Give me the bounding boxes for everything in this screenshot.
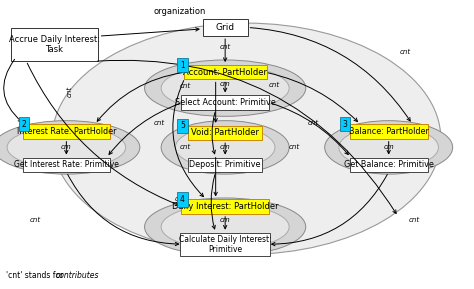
Text: cnt: cnt	[153, 121, 164, 126]
Text: cnt: cnt	[67, 86, 73, 97]
Text: cnt: cnt	[30, 217, 41, 223]
Text: Calculate Daily Interest:
Primitive: Calculate Daily Interest: Primitive	[179, 234, 272, 254]
Text: Accrue Daily Interest:
Task: Accrue Daily Interest: Task	[9, 35, 100, 55]
FancyBboxPatch shape	[23, 158, 110, 172]
FancyBboxPatch shape	[202, 19, 247, 36]
Text: 2: 2	[21, 120, 26, 129]
FancyBboxPatch shape	[188, 126, 262, 140]
Text: cnt: cnt	[307, 121, 319, 126]
FancyBboxPatch shape	[349, 124, 428, 139]
Ellipse shape	[161, 121, 289, 174]
Text: Grid: Grid	[216, 23, 235, 32]
Text: cm: cm	[61, 144, 72, 149]
FancyBboxPatch shape	[180, 233, 270, 256]
FancyBboxPatch shape	[181, 199, 269, 214]
Ellipse shape	[0, 121, 140, 174]
Ellipse shape	[339, 127, 438, 168]
Text: contributes: contributes	[56, 271, 100, 281]
Ellipse shape	[7, 127, 126, 168]
Text: cm: cm	[220, 217, 230, 223]
FancyBboxPatch shape	[23, 124, 110, 139]
Text: 'cnt' stands for: 'cnt' stands for	[6, 271, 65, 281]
Text: 3: 3	[343, 120, 347, 129]
Text: cnt: cnt	[400, 49, 411, 55]
Text: 5: 5	[180, 121, 185, 130]
Ellipse shape	[52, 23, 441, 254]
Text: Balance: PartHolder: Balance: PartHolder	[349, 127, 428, 136]
Text: cnt: cnt	[179, 144, 191, 150]
Ellipse shape	[325, 121, 453, 174]
Text: cnt: cnt	[174, 196, 186, 201]
Text: cnt: cnt	[268, 82, 280, 88]
Text: cnt: cnt	[288, 144, 300, 150]
Ellipse shape	[161, 66, 289, 111]
Text: cnt: cnt	[408, 217, 419, 223]
Ellipse shape	[175, 127, 275, 168]
Text: cm: cm	[220, 81, 230, 87]
Ellipse shape	[145, 198, 306, 256]
Text: cm: cm	[383, 144, 394, 149]
Text: cnt: cnt	[179, 83, 191, 89]
FancyBboxPatch shape	[183, 65, 266, 79]
Text: 4: 4	[180, 195, 185, 204]
FancyBboxPatch shape	[188, 158, 262, 172]
Ellipse shape	[161, 205, 289, 249]
FancyBboxPatch shape	[11, 28, 99, 61]
Text: Interest Rate: PartHolder: Interest Rate: PartHolder	[17, 127, 116, 136]
Text: 1: 1	[180, 60, 185, 70]
Text: cnt: cnt	[219, 44, 231, 50]
Text: Get Interest Rate: Primitive: Get Interest Rate: Primitive	[14, 160, 119, 169]
Text: Get Balance: Primitive: Get Balance: Primitive	[344, 160, 434, 169]
Text: Daily Interest: PartHolder: Daily Interest: PartHolder	[172, 202, 278, 211]
Text: Deposit: Primitive: Deposit: Primitive	[190, 160, 261, 169]
Text: cm: cm	[220, 144, 230, 149]
Text: Void: PartHolder: Void: PartHolder	[191, 128, 259, 138]
Text: Account: PartHolder: Account: PartHolder	[183, 68, 267, 77]
Text: organization: organization	[154, 7, 206, 16]
FancyBboxPatch shape	[181, 95, 269, 110]
Ellipse shape	[145, 60, 306, 116]
Text: Select Account: Primitive: Select Account: Primitive	[175, 98, 275, 107]
FancyBboxPatch shape	[349, 158, 428, 172]
